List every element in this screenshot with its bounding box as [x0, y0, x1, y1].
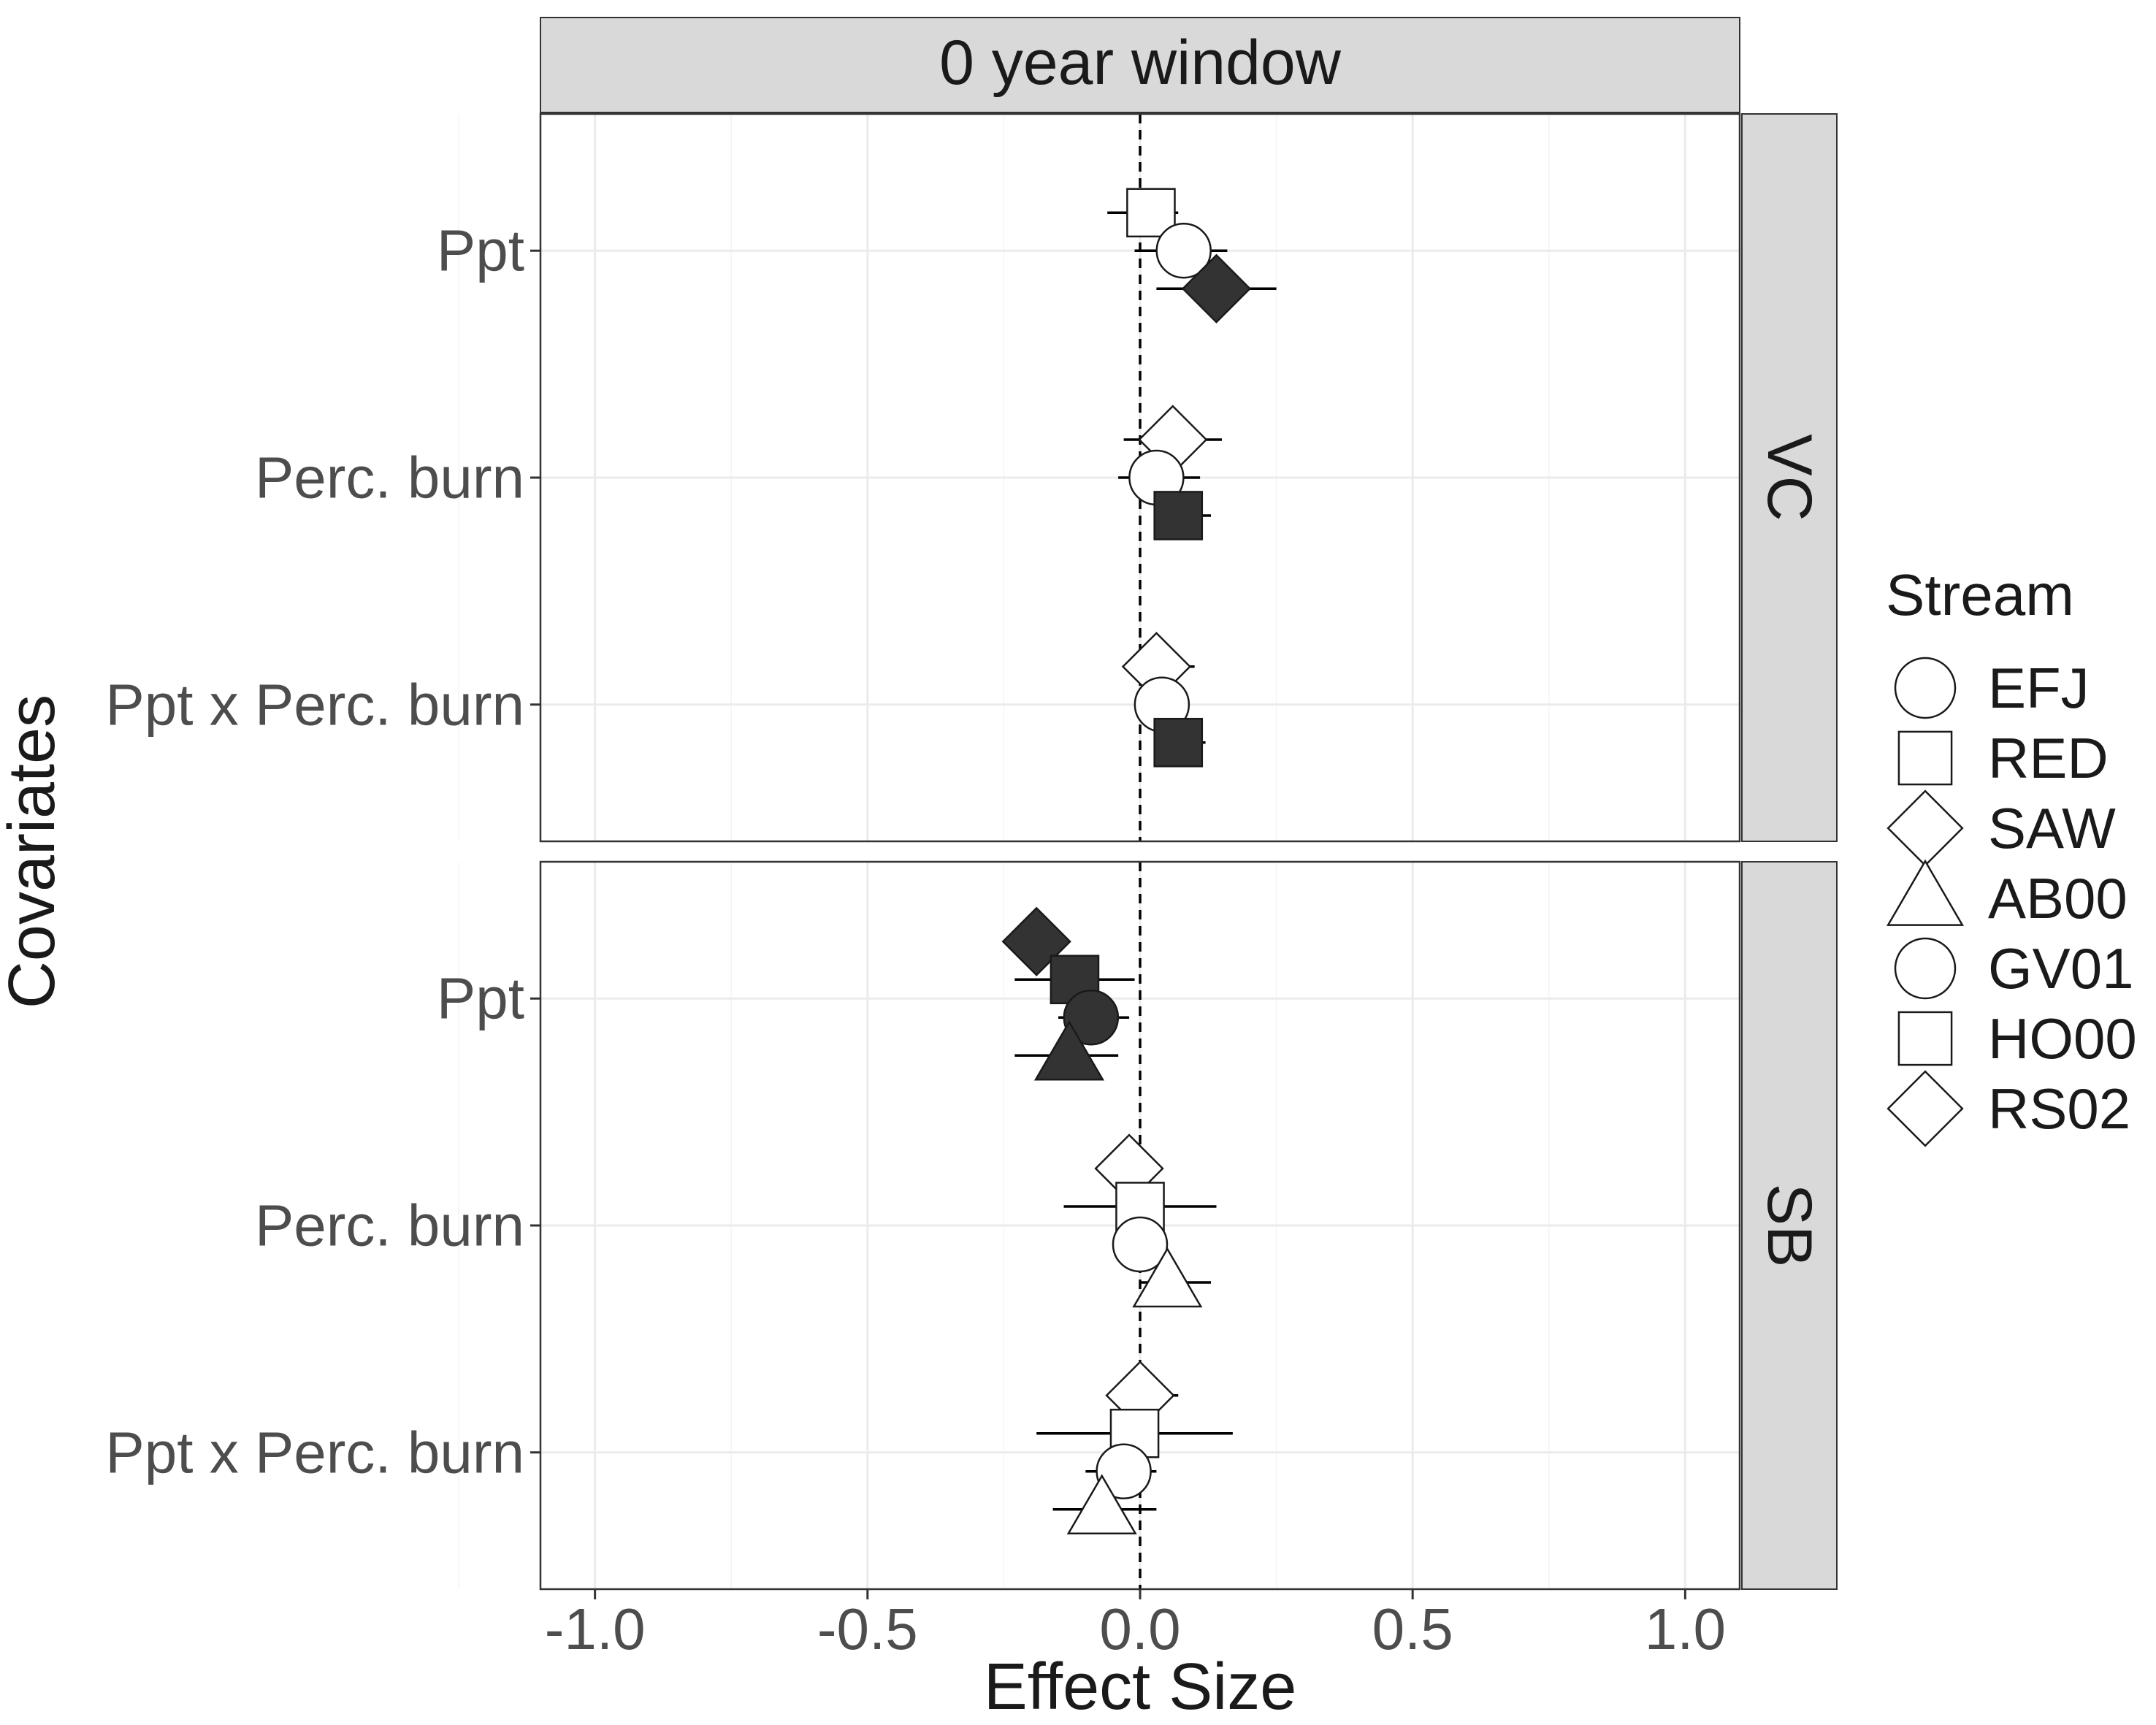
y-axis-title: Covariates [0, 695, 69, 1009]
legend-label-ab00: AB00 [1988, 866, 2128, 930]
facet-column-strip [540, 17, 1740, 113]
y-tick-label: Ppt x Perc. burn [105, 1420, 524, 1485]
facet-column-label: 0 year window [939, 28, 1342, 98]
legend-label-saw: SAW [1988, 796, 2116, 860]
legend-label-red: RED [1988, 726, 2109, 790]
legend-key-efj [1894, 657, 1957, 719]
facet-row-strip-vc [1741, 113, 1838, 842]
point-ab00 [1033, 1020, 1105, 1081]
point-ab00 [1132, 1247, 1203, 1308]
points-layer [1001, 188, 1277, 1535]
legend-label-ho00: HO00 [1988, 1006, 2137, 1071]
facet-row-label-vc: VC [1754, 434, 1824, 521]
x-tick-label: -1.0 [545, 1596, 646, 1661]
y-tick-label: Perc. burn [255, 1193, 524, 1258]
x-tick-label: -0.5 [817, 1596, 918, 1661]
point-gv01 [1063, 989, 1120, 1046]
legend-key-red [1897, 730, 1953, 786]
x-tick-label: 0.0 [1099, 1596, 1180, 1661]
legend-label-efj: EFJ [1988, 656, 2090, 720]
legend-key-rs02 [1886, 1070, 1964, 1147]
legend-label-rs02: RS02 [1988, 1076, 2130, 1141]
y-tick-label: Ppt x Perc. burn [105, 672, 524, 737]
point-ab00 [1066, 1474, 1137, 1535]
legend-key-saw [1886, 789, 1964, 867]
point-red [1153, 717, 1204, 768]
point-saw [1181, 253, 1252, 324]
point-efj [1155, 222, 1212, 279]
x-tick-label: 1.0 [1645, 1596, 1726, 1661]
legend-key-ho00 [1897, 1011, 1953, 1066]
facet-row-strip-sb [1741, 861, 1838, 1590]
point-red [1153, 491, 1204, 540]
axis-layer: Ppt Perc. burn Ppt x Perc. burn Ppt Perc. bu… [105, 218, 1726, 1661]
legend-label-gv01: GV01 [1988, 936, 2133, 1001]
point-gv01 [1112, 1216, 1169, 1273]
y-tick-label: Ppt [437, 218, 524, 283]
x-tick-label: 0.5 [1372, 1596, 1453, 1661]
legend-key-gv01 [1894, 937, 1957, 1000]
y-tick-label: Ppt [437, 966, 524, 1031]
y-tick-label: Perc. burn [255, 445, 524, 510]
legend-title: Stream [1886, 562, 2074, 627]
legend-key-ab00 [1886, 859, 1965, 926]
facet-row-label-sb: SB [1754, 1184, 1824, 1268]
point-gv01 [1096, 1443, 1152, 1500]
x-axis-title: Effect Size [984, 1651, 1297, 1724]
